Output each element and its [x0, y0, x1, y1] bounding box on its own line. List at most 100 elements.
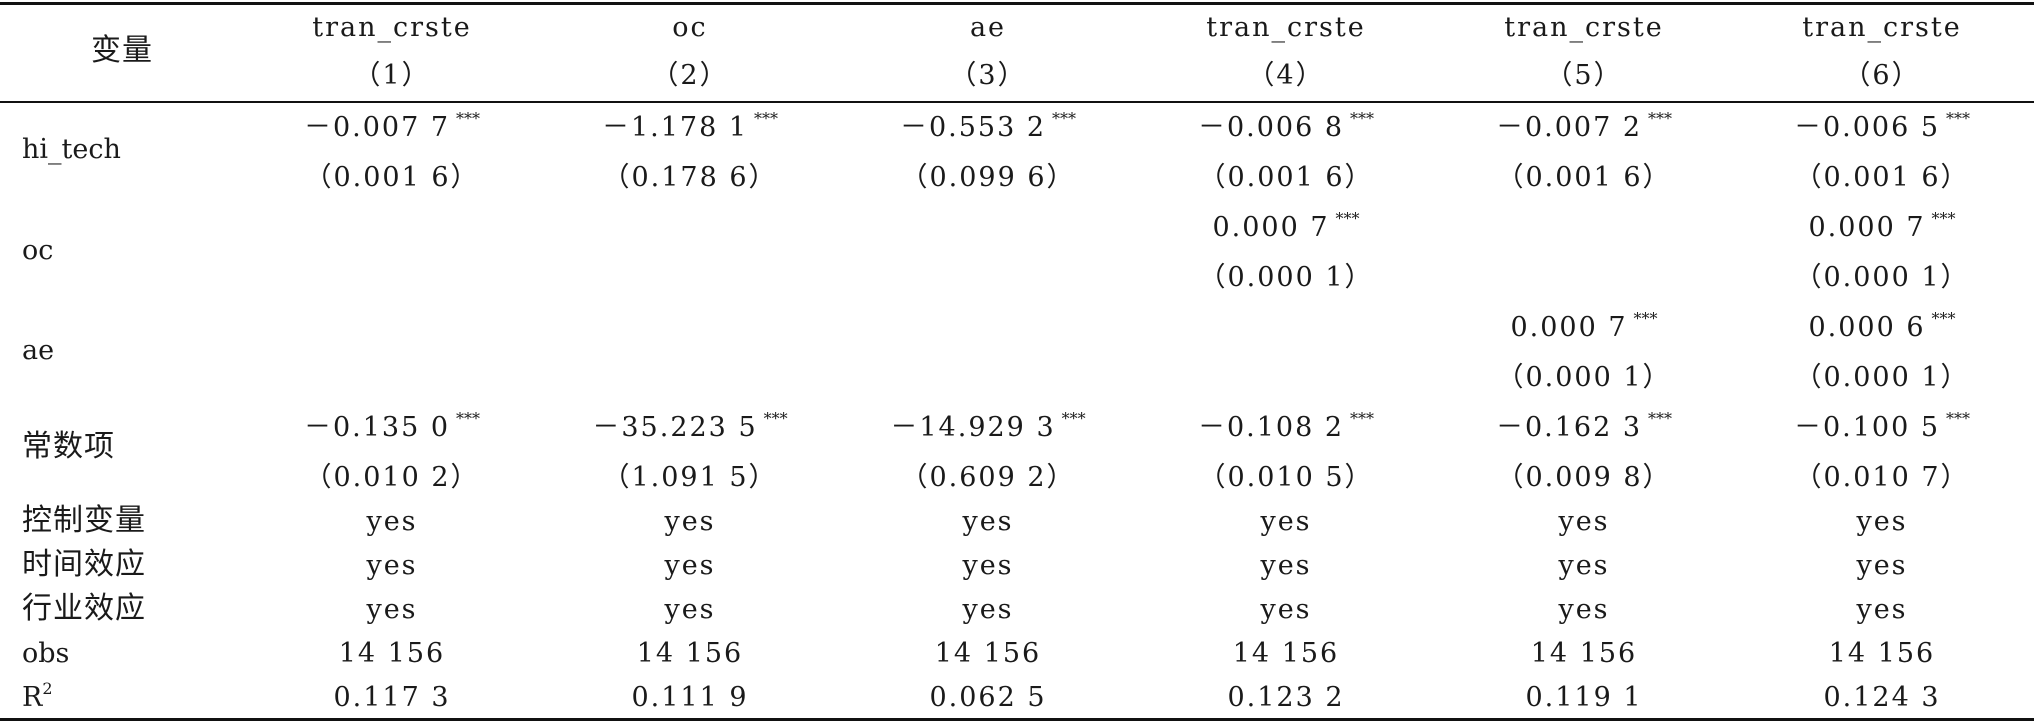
significance-stars: ***: [763, 409, 788, 428]
cell-value: 0.124 3: [1823, 682, 1941, 713]
standard-error: （0.099 6）: [900, 162, 1076, 193]
cell-value: yes: [366, 506, 418, 537]
cell-value: 0.111 9: [631, 682, 749, 713]
standard-error: （0.010 7）: [1794, 462, 1970, 493]
column-number: （1）: [353, 60, 431, 91]
standard-error: （0.000 1）: [1794, 362, 1970, 393]
coefficient: －0.108 2 ***: [1197, 409, 1375, 443]
coefficient: －0.162 3 ***: [1495, 409, 1673, 443]
cell-value: yes: [664, 594, 716, 625]
cell-value: yes: [962, 550, 1014, 581]
standard-error: （0.010 2）: [304, 462, 480, 493]
significance-stars: ***: [1648, 109, 1673, 128]
significance-stars: ***: [1648, 409, 1673, 428]
cell-value: 0.119 1: [1525, 682, 1643, 713]
cell-value: yes: [1260, 550, 1312, 581]
significance-stars: ***: [1633, 309, 1658, 328]
cell-value: yes: [664, 506, 716, 537]
significance-stars: ***: [1335, 209, 1360, 228]
significance-stars: ***: [1350, 109, 1375, 128]
standard-error: （1.091 5）: [602, 462, 778, 493]
cell-value: 0.062 5: [929, 682, 1047, 713]
row-label-obs: obs: [22, 638, 70, 669]
row-label-ae: ae: [22, 335, 55, 366]
row-label-const: 常数项: [22, 429, 115, 464]
cell-value: yes: [366, 550, 418, 581]
coefficient: －0.006 8 ***: [1197, 109, 1375, 143]
coefficient: －1.178 1 ***: [601, 109, 779, 143]
standard-error: （0.178 6）: [602, 162, 778, 193]
coefficient: －35.223 5 ***: [592, 409, 788, 443]
standard-error: （0.001 6）: [1198, 162, 1374, 193]
column-number: （4）: [1247, 60, 1325, 91]
cell-value: yes: [1260, 594, 1312, 625]
coefficient: 0.000 7 ***: [1212, 209, 1360, 243]
top-rule: [0, 2, 2034, 5]
column-number: （6）: [1843, 60, 1921, 91]
standard-error: （0.010 5）: [1198, 462, 1374, 493]
significance-stars: ***: [1946, 109, 1971, 128]
column-dependent-var: tran_crste: [1802, 12, 1962, 43]
cell-value: 14 156: [1530, 638, 1638, 669]
row-label-industry_fe: 行业效应: [22, 591, 146, 626]
coefficient: 0.000 7 ***: [1510, 309, 1658, 343]
column-number: （5）: [1545, 60, 1623, 91]
significance-stars: ***: [754, 109, 779, 128]
cell-value: yes: [1856, 594, 1908, 625]
coefficient: －0.007 7 ***: [303, 109, 481, 143]
coefficient: －14.929 3 ***: [890, 409, 1086, 443]
standard-error: （0.001 6）: [1496, 162, 1672, 193]
cell-value: yes: [1558, 550, 1610, 581]
bottom-rule: [0, 718, 2034, 721]
standard-error: （0.001 6）: [1794, 162, 1970, 193]
coefficient: －0.006 5 ***: [1793, 109, 1971, 143]
standard-error: （0.001 6）: [304, 162, 480, 193]
row-label-oc: oc: [22, 235, 54, 266]
cell-value: 14 156: [338, 638, 446, 669]
significance-stars: ***: [1946, 409, 1971, 428]
cell-value: 0.117 3: [333, 682, 451, 713]
column-dependent-var: tran_crste: [312, 12, 472, 43]
header-rule: [0, 101, 2034, 103]
variable-header: 变量: [91, 33, 153, 68]
standard-error: （0.609 2）: [900, 462, 1076, 493]
cell-value: yes: [1558, 506, 1610, 537]
cell-value: yes: [366, 594, 418, 625]
column-dependent-var: oc: [672, 12, 708, 43]
significance-stars: ***: [1931, 309, 1956, 328]
standard-error: （0.000 1）: [1496, 362, 1672, 393]
cell-value: 0.123 2: [1227, 682, 1345, 713]
significance-stars: ***: [456, 109, 481, 128]
standard-error: （0.009 8）: [1496, 462, 1672, 493]
row-label-hi_tech: hi_tech: [22, 134, 121, 165]
cell-value: yes: [1260, 506, 1312, 537]
significance-stars: ***: [456, 409, 481, 428]
standard-error: （0.000 1）: [1794, 262, 1970, 293]
column-number: （3）: [949, 60, 1027, 91]
cell-value: 14 156: [1828, 638, 1936, 669]
column-dependent-var: tran_crste: [1206, 12, 1366, 43]
significance-stars: ***: [1061, 409, 1086, 428]
column-number: （2）: [651, 60, 729, 91]
row-label-time_fe: 时间效应: [22, 547, 146, 582]
cell-value: 14 156: [636, 638, 744, 669]
cell-value: yes: [1856, 550, 1908, 581]
coefficient: 0.000 7 ***: [1808, 209, 1956, 243]
column-dependent-var: ae: [969, 12, 1007, 43]
coefficient: －0.135 0 ***: [303, 409, 481, 443]
standard-error: （0.000 1）: [1198, 262, 1374, 293]
cell-value: yes: [1558, 594, 1610, 625]
cell-value: yes: [962, 594, 1014, 625]
cell-value: yes: [1856, 506, 1908, 537]
coefficient: －0.007 2 ***: [1495, 109, 1673, 143]
row-label-r2: R2: [22, 679, 53, 713]
coefficient: 0.000 6 ***: [1808, 309, 1956, 343]
cell-value: yes: [962, 506, 1014, 537]
significance-stars: ***: [1350, 409, 1375, 428]
cell-value: 14 156: [934, 638, 1042, 669]
column-dependent-var: tran_crste: [1504, 12, 1664, 43]
coefficient: －0.100 5 ***: [1793, 409, 1971, 443]
cell-value: yes: [664, 550, 716, 581]
coefficient: －0.553 2 ***: [899, 109, 1077, 143]
